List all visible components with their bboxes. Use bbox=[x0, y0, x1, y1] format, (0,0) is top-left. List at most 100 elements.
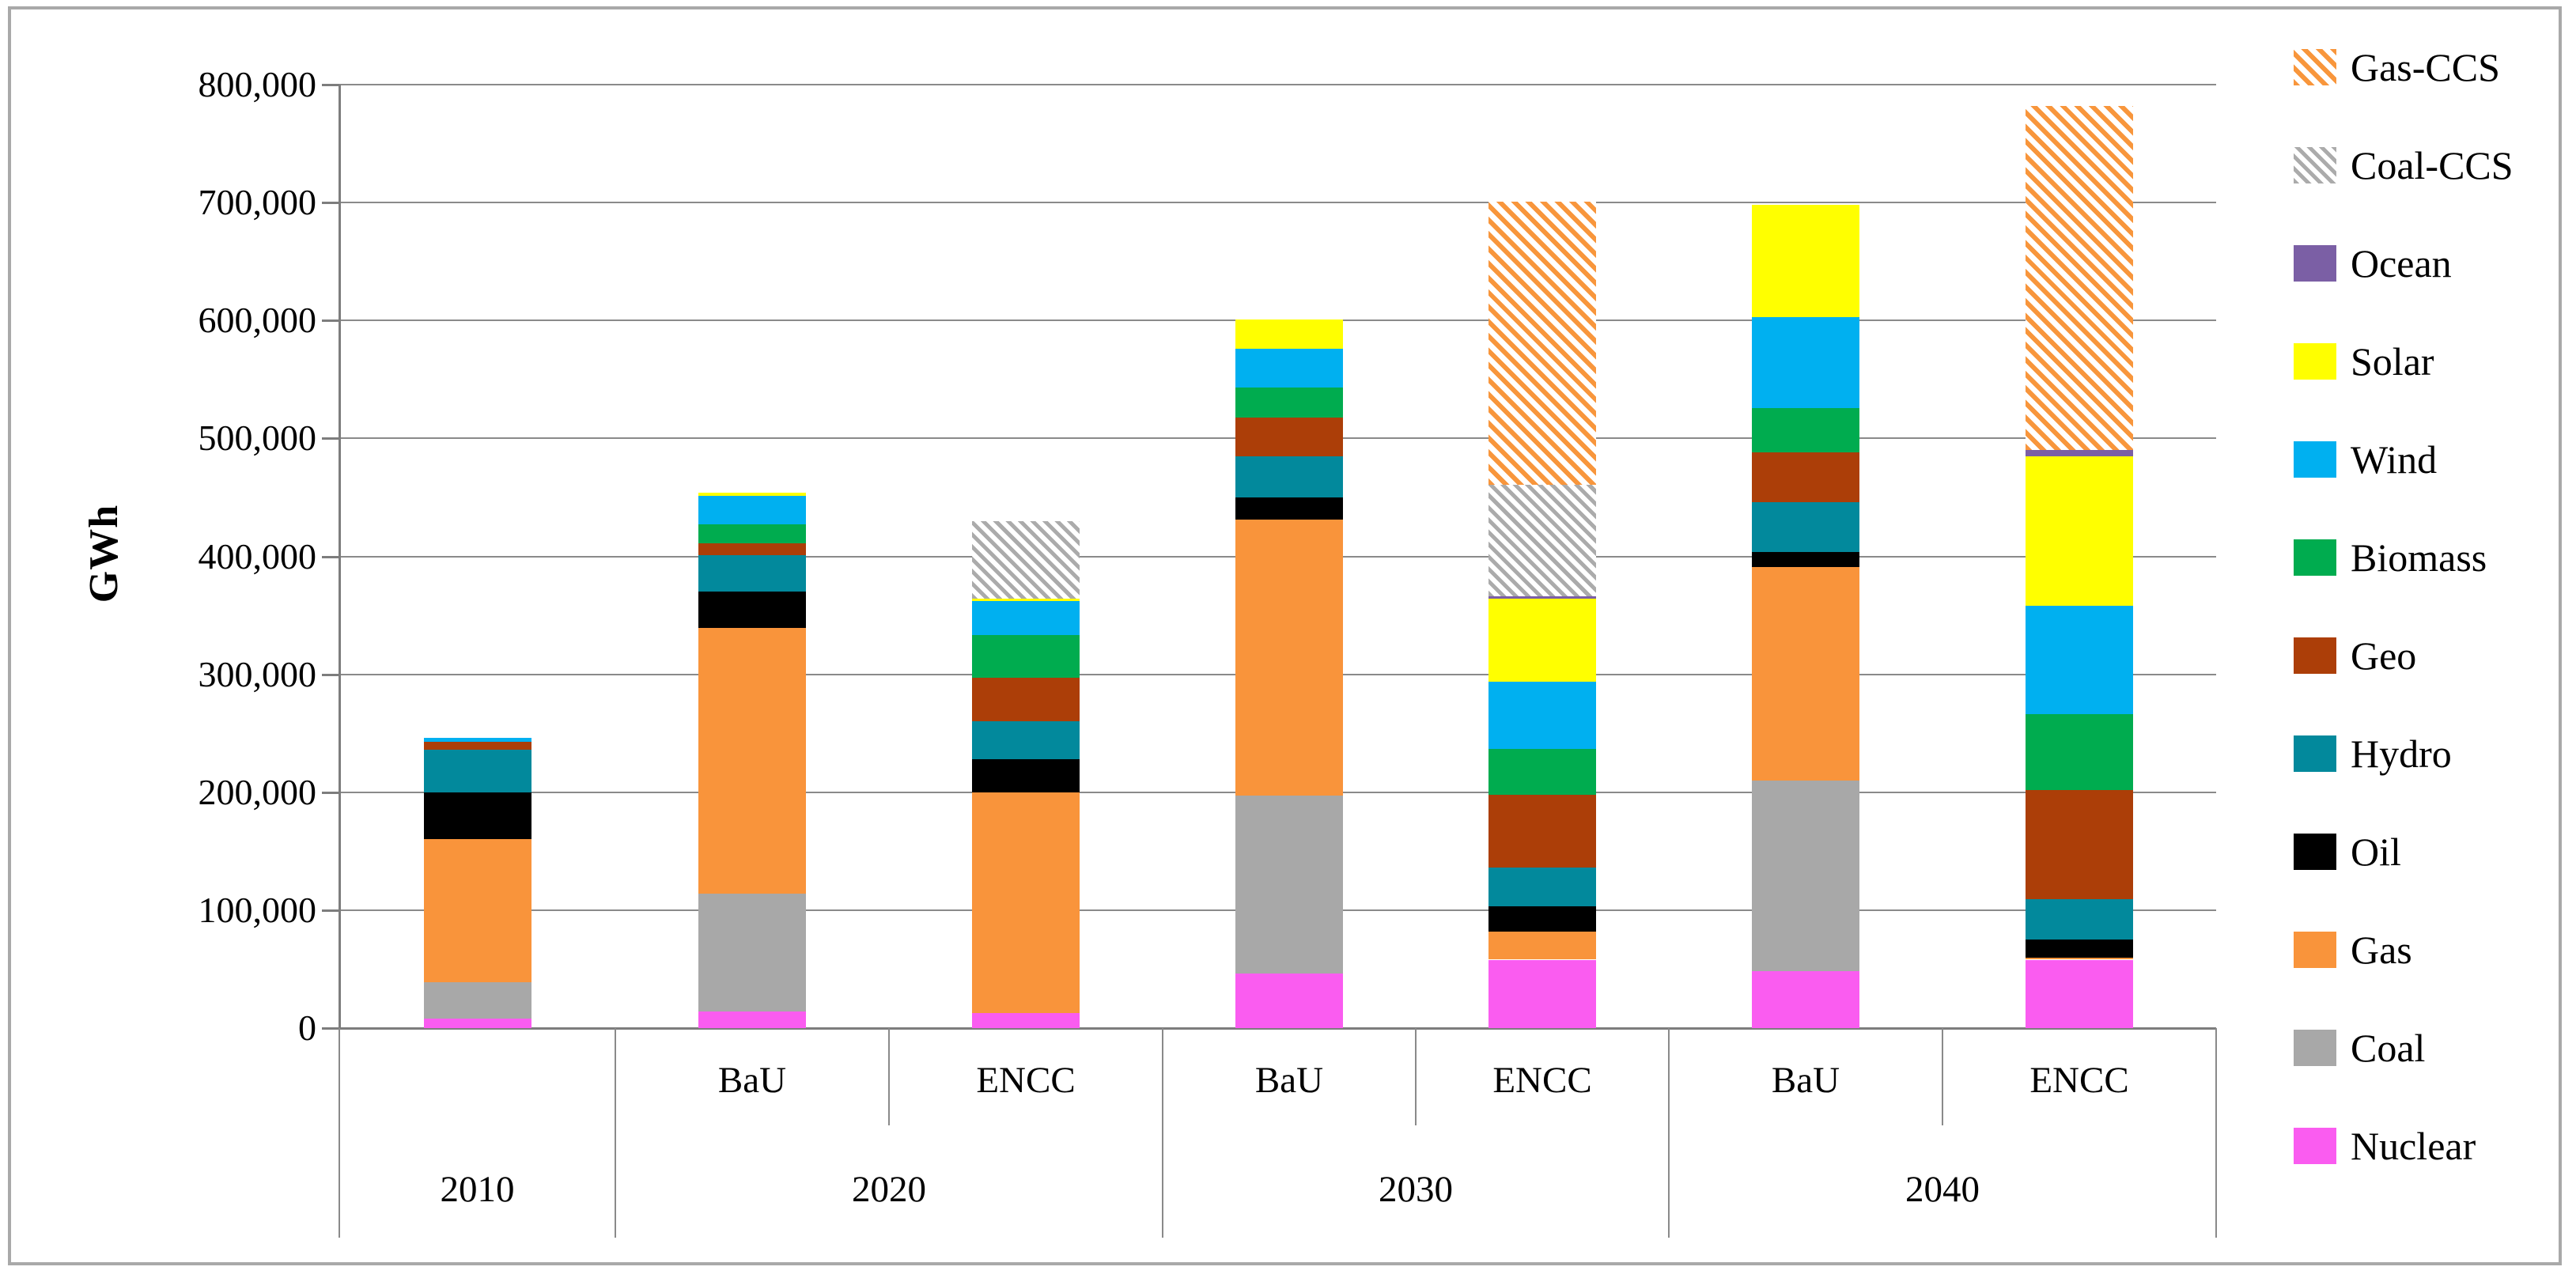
segment-geo-2010 bbox=[423, 741, 531, 751]
legend-item-ocean: Ocean bbox=[2294, 214, 2452, 312]
segment-biomass-2030-encc bbox=[1488, 748, 1596, 795]
segment-oil-2020-encc bbox=[972, 758, 1080, 792]
gas-swatch-icon bbox=[2294, 932, 2336, 968]
segment-geo-2040-encc bbox=[2026, 789, 2133, 900]
segment-geo-2030-encc bbox=[1488, 794, 1596, 868]
segment-wind-2020-bau bbox=[698, 496, 806, 525]
legend-label: Biomass bbox=[2351, 535, 2487, 580]
segment-hydro-2040-encc bbox=[2026, 899, 2133, 940]
segment-gas-2020-bau bbox=[698, 628, 806, 894]
y-tick-label: 0 bbox=[298, 1008, 316, 1048]
gridline-700,000 bbox=[339, 202, 2216, 204]
segment-nuclear-2030-encc bbox=[1488, 959, 1596, 1028]
legend-item-oil: Oil bbox=[2294, 803, 2401, 901]
segment-wind-2040-bau bbox=[1752, 316, 1859, 408]
segment-nuclear-2020-encc bbox=[972, 1012, 1080, 1028]
figure-border bbox=[8, 6, 2562, 1265]
legend-item-gas-ccs: Gas-CCS bbox=[2294, 18, 2500, 116]
legend-label: Oil bbox=[2351, 830, 2401, 874]
y-tick-mark bbox=[322, 84, 339, 86]
y-tick-label: 800,000 bbox=[198, 64, 317, 104]
nuclear-swatch-icon bbox=[2294, 1128, 2336, 1164]
legend-label: Ocean bbox=[2351, 241, 2452, 285]
segment-coal-2030-bau bbox=[1235, 796, 1343, 974]
scenario-separator bbox=[1942, 1028, 1943, 1125]
wind-swatch-icon bbox=[2294, 441, 2336, 478]
segment-hydro-2020-bau bbox=[698, 555, 806, 592]
scenario-separator bbox=[888, 1028, 890, 1125]
legend-item-gas: Gas bbox=[2294, 901, 2412, 999]
y-tick-label: 600,000 bbox=[198, 300, 317, 341]
legend-label: Coal-CCS bbox=[2351, 143, 2514, 187]
segment-ocean-2040-encc bbox=[2026, 450, 2133, 456]
year-label-2030: 2030 bbox=[1379, 1169, 1453, 1210]
segment-biomass-2020-encc bbox=[972, 635, 1080, 679]
segment-coal-2020-bau bbox=[698, 893, 806, 1012]
segment-oil-2040-bau bbox=[1752, 551, 1859, 567]
segment-coal-2040-bau bbox=[1752, 780, 1859, 972]
y-tick-mark bbox=[322, 909, 339, 912]
coal-ccs-swatch-icon bbox=[2294, 147, 2336, 183]
segment-wind-2010 bbox=[423, 738, 531, 742]
segment-geo-2020-encc bbox=[972, 678, 1080, 722]
segment-solar-2030-bau bbox=[1235, 319, 1343, 350]
y-axis-line bbox=[339, 85, 341, 1028]
segment-coal-2010 bbox=[423, 981, 531, 1019]
segment-solar-2020-bau bbox=[698, 492, 806, 497]
y-tick-mark bbox=[322, 791, 339, 794]
gridline-800,000 bbox=[339, 84, 2216, 85]
legend-label: Solar bbox=[2351, 339, 2434, 384]
segment-oil-2010 bbox=[423, 792, 531, 840]
segment-oil-2030-encc bbox=[1488, 906, 1596, 932]
scenario-label-2030-encc: ENCC bbox=[1492, 1060, 1592, 1101]
scenario-label-2040-bau: BaU bbox=[1771, 1060, 1840, 1101]
segment-solar-2030-encc bbox=[1488, 599, 1596, 682]
y-tick-mark bbox=[322, 673, 339, 676]
segment-nuclear-2040-encc bbox=[2026, 959, 2133, 1028]
segment-gas-2030-encc bbox=[1488, 931, 1596, 960]
legend-item-nuclear: Nuclear bbox=[2294, 1097, 2476, 1195]
gas-ccs-swatch-icon bbox=[2294, 49, 2336, 85]
year-label-2040: 2040 bbox=[1905, 1169, 1980, 1210]
segment-nuclear-2010 bbox=[423, 1019, 531, 1028]
year-separator bbox=[2215, 1028, 2217, 1238]
segment-hydro-2030-bau bbox=[1235, 456, 1343, 497]
segment-geo-2030-bau bbox=[1235, 417, 1343, 456]
legend-item-wind: Wind bbox=[2294, 410, 2437, 509]
y-tick-mark bbox=[322, 202, 339, 205]
legend-label: Nuclear bbox=[2351, 1124, 2476, 1168]
segment-wind-2030-bau bbox=[1235, 349, 1343, 388]
segment-hydro-2040-bau bbox=[1752, 501, 1859, 552]
segment-gas-2040-encc bbox=[2026, 957, 2133, 960]
biomass-swatch-icon bbox=[2294, 539, 2336, 576]
y-tick-mark bbox=[322, 320, 339, 323]
segment-geo-2040-bau bbox=[1752, 452, 1859, 502]
y-tick-label: 200,000 bbox=[198, 771, 317, 812]
legend-item-coal-ccs: Coal-CCS bbox=[2294, 116, 2514, 214]
segment-coal-ccs-2020-encc bbox=[972, 520, 1080, 599]
legend-item-coal: Coal bbox=[2294, 999, 2425, 1097]
scenario-label-2020-encc: ENCC bbox=[976, 1060, 1076, 1101]
segment-biomass-2020-bau bbox=[698, 524, 806, 544]
legend-item-biomass: Biomass bbox=[2294, 509, 2487, 607]
legend-item-solar: Solar bbox=[2294, 312, 2434, 410]
scenario-label-2030-bau: BaU bbox=[1254, 1060, 1324, 1101]
segment-gas-2040-bau bbox=[1752, 566, 1859, 781]
legend-label: Gas-CCS bbox=[2351, 45, 2500, 89]
segment-gas-2020-encc bbox=[972, 792, 1080, 1013]
segment-wind-2020-encc bbox=[972, 601, 1080, 636]
hydro-swatch-icon bbox=[2294, 735, 2336, 772]
segment-hydro-2020-encc bbox=[972, 721, 1080, 759]
segment-hydro-2010 bbox=[423, 750, 531, 792]
segment-geo-2020-bau bbox=[698, 543, 806, 555]
y-tick-label: 300,000 bbox=[198, 653, 317, 694]
y-tick-label: 100,000 bbox=[198, 889, 317, 930]
segment-biomass-2030-bau bbox=[1235, 388, 1343, 418]
scenario-label-2020-bau: BaU bbox=[717, 1060, 787, 1101]
segment-nuclear-2020-bau bbox=[698, 1011, 806, 1028]
geo-swatch-icon bbox=[2294, 637, 2336, 674]
legend-label: Geo bbox=[2351, 633, 2417, 678]
segment-gas-ccs-2040-encc bbox=[2026, 105, 2133, 451]
segment-wind-2030-encc bbox=[1488, 681, 1596, 749]
segment-solar-2040-encc bbox=[2026, 456, 2133, 607]
